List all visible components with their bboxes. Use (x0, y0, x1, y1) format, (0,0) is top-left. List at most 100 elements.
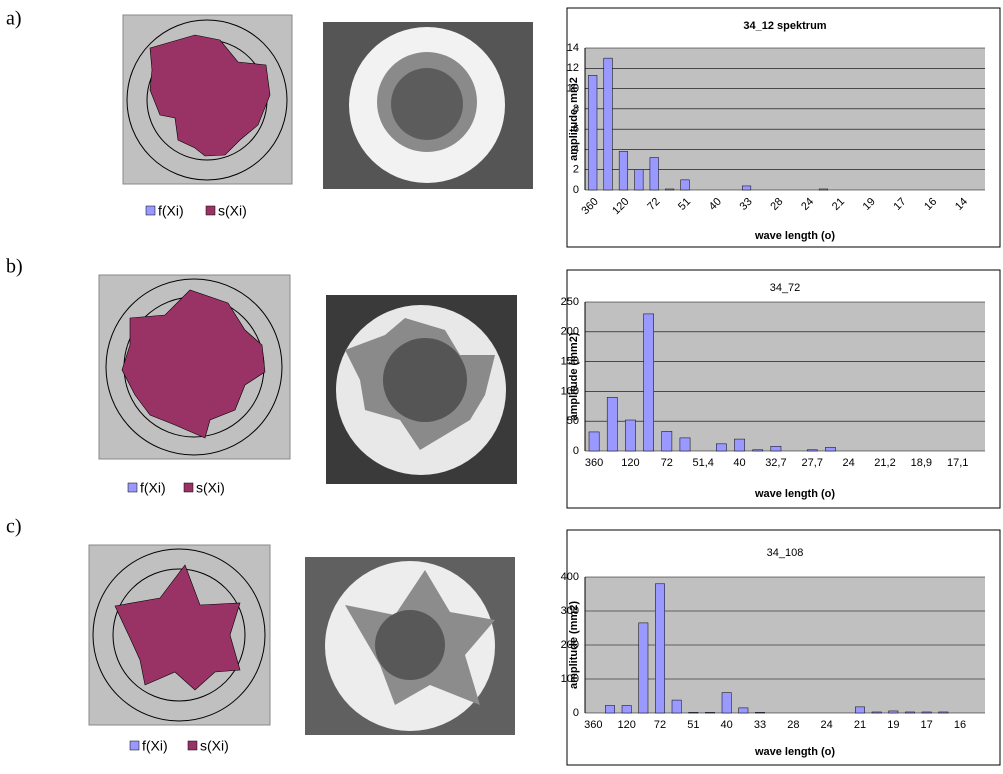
legend-label: s(Xi) (196, 480, 225, 496)
x-tick-label: 18,9 (911, 457, 932, 469)
bar (922, 712, 931, 713)
bar (622, 706, 631, 713)
y-tick-label: 300 (561, 605, 579, 617)
y-tick-label: 10 (567, 82, 579, 94)
bar (939, 712, 948, 713)
x-tick-label: 120 (621, 457, 639, 469)
bar (644, 314, 654, 451)
bar (807, 450, 817, 451)
x-tick-label: 16 (954, 719, 966, 731)
x-tick-label: 19 (887, 719, 899, 731)
bar (589, 432, 599, 451)
bar (681, 180, 690, 190)
x-tick-label: 28 (787, 719, 799, 731)
bar (665, 189, 674, 190)
bar (722, 693, 731, 713)
x-tick-label: 72 (661, 457, 673, 469)
y-tick-label: 0 (573, 445, 579, 457)
chart-title: 34_108 (767, 547, 804, 559)
panel-label: b) (6, 256, 23, 278)
x-tick-label: 24 (821, 719, 833, 731)
x-tick-label: 21,2 (874, 457, 895, 469)
x-tick-label: 51 (687, 719, 699, 731)
y-tick-label: 12 (567, 62, 579, 74)
bar (655, 584, 664, 713)
bar (889, 711, 898, 713)
x-tick-label: 17,1 (947, 457, 968, 469)
y-tick-label: 150 (561, 356, 579, 368)
x-tick-label: 32,7 (765, 457, 786, 469)
x-tick-label: 120 (617, 719, 635, 731)
y-tick-label: 8 (573, 103, 579, 115)
y-tick-label: 0 (573, 184, 579, 196)
photo (326, 295, 517, 484)
bar (742, 186, 751, 190)
y-tick-label: 4 (573, 143, 579, 155)
bar (619, 151, 628, 190)
x-tick-label: 360 (585, 457, 603, 469)
bar (650, 158, 659, 190)
panel-label: a) (6, 8, 22, 30)
bar (588, 75, 597, 190)
x-axis-label: wave length (o) (754, 230, 835, 242)
x-tick-label: 24 (843, 457, 855, 469)
legend-label: s(Xi) (200, 738, 229, 754)
shape-plot (123, 15, 292, 184)
bar (819, 189, 828, 190)
x-tick-label: 72 (654, 719, 666, 731)
y-tick-label: 100 (561, 385, 579, 397)
bar (625, 420, 635, 451)
y-tick-label: 50 (567, 415, 579, 427)
x-axis-label: wave length (o) (754, 488, 835, 500)
photo (305, 557, 515, 735)
bar (825, 447, 835, 451)
bar (607, 397, 617, 451)
y-tick-label: 2 (573, 164, 579, 176)
bar (734, 439, 744, 451)
y-tick-label: 100 (561, 673, 579, 685)
y-tick-label: 200 (561, 639, 579, 651)
y-axis-label: amplitude (mm2) (568, 332, 580, 420)
bar (680, 438, 690, 451)
y-tick-label: 400 (561, 571, 579, 583)
bar (716, 444, 726, 451)
bar (689, 712, 698, 713)
x-tick-label: 27,7 (802, 457, 823, 469)
bar (705, 712, 714, 713)
bar (771, 446, 781, 451)
bar (755, 712, 764, 713)
legend-label: f(Xi) (142, 738, 168, 754)
y-tick-label: 200 (561, 326, 579, 338)
shape-plot (99, 275, 290, 459)
legend: f(Xi) s(Xi) (146, 203, 247, 219)
y-tick-label: 14 (567, 42, 579, 54)
plot-area (585, 48, 985, 190)
bar (872, 712, 881, 713)
bar (855, 707, 864, 713)
x-axis-label: wave length (o) (754, 746, 835, 758)
x-tick-label: 21 (854, 719, 866, 731)
legend: f(Xi) s(Xi) (130, 738, 229, 754)
bar (753, 450, 763, 451)
panel-label: c) (6, 516, 22, 538)
bar (604, 58, 613, 190)
shape-plot (89, 545, 270, 725)
y-tick-label: 0 (573, 707, 579, 719)
y-tick-label: 250 (561, 296, 579, 308)
bar (605, 706, 614, 713)
bar (662, 431, 672, 451)
legend-label: s(Xi) (218, 203, 247, 219)
bar (672, 700, 681, 713)
x-tick-label: 33 (754, 719, 766, 731)
bar (739, 708, 748, 713)
x-tick-label: 40 (721, 719, 733, 731)
legend: f(Xi) s(Xi) (128, 480, 225, 496)
bar (639, 623, 648, 713)
x-tick-label: 17 (921, 719, 933, 731)
chart-title: 34_12 spektrum (743, 20, 826, 32)
legend-label: f(Xi) (158, 203, 184, 219)
x-tick-label: 51,4 (692, 457, 713, 469)
y-tick-label: 6 (573, 123, 579, 135)
legend-label: f(Xi) (140, 480, 166, 496)
chart-title: 34_72 (770, 282, 801, 294)
